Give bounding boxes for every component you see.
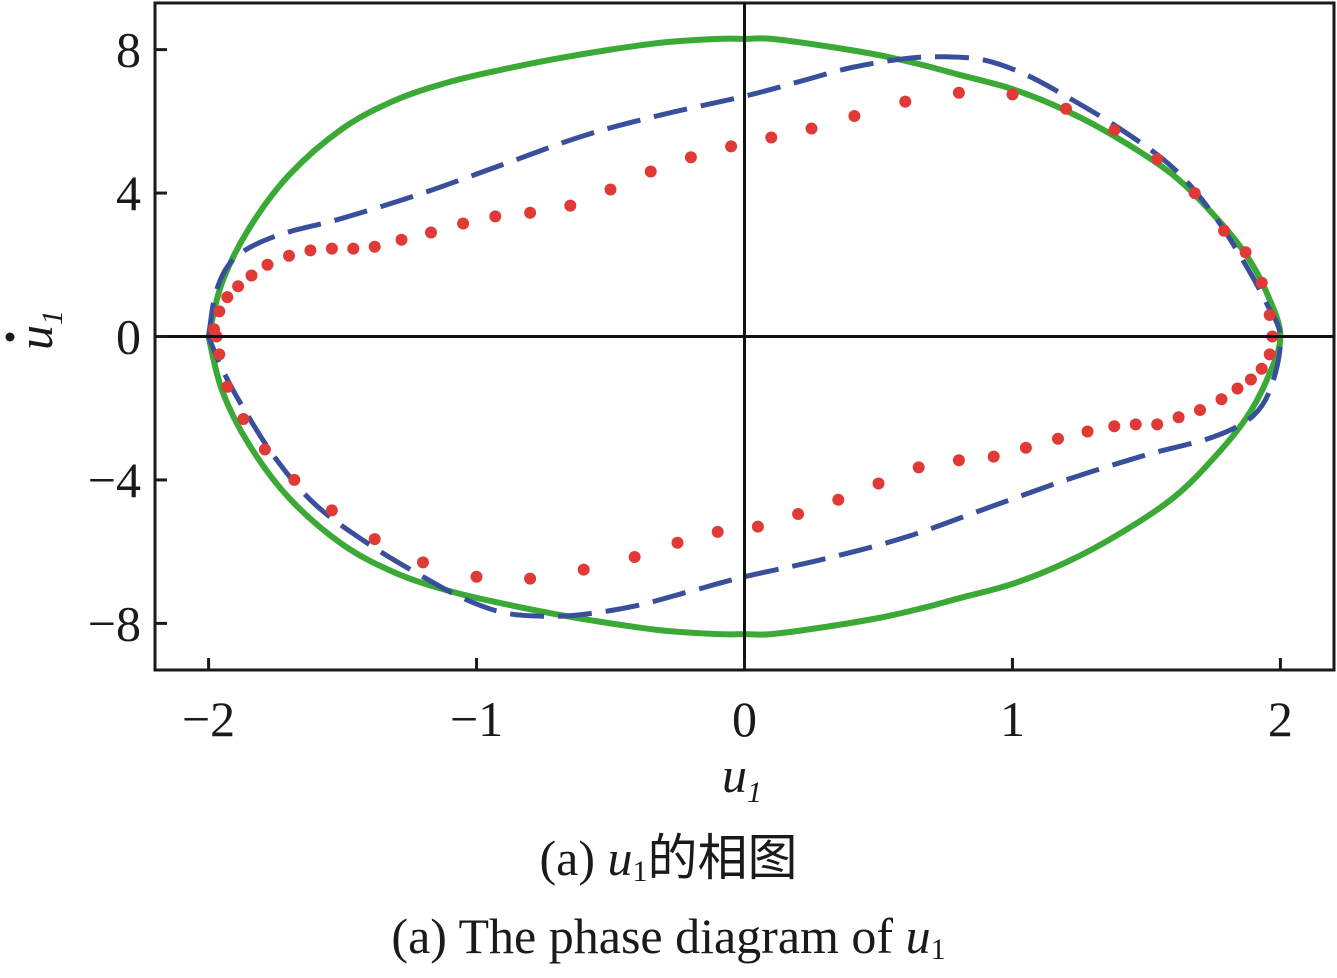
dotted-series-point [213,305,226,318]
dotted-series-point [395,233,408,246]
y-tick-label: −8 [88,595,141,651]
dotted-series-point [725,140,738,153]
x-tick-label: −1 [450,691,503,747]
x-tick-label: 0 [732,691,757,747]
dotted-series-point [628,551,641,563]
caption-english: (a) The phase diagram of u1 [0,908,1337,978]
caption-cn-sub: 1 [632,855,648,888]
dotted-series-point [1129,418,1142,431]
tick-layer: −2 −1 0 1 2 −8 −4 0 4 8 [88,22,1293,747]
dotted-series-point [1151,418,1164,431]
dotted-series-point [1255,362,1268,375]
dotted-series-point [1188,187,1201,200]
dotted-series-point [832,493,845,506]
caption-cn-prefix: (a) [539,830,608,886]
dashed-series-line [206,54,1283,619]
y-tick-label: 8 [116,22,141,78]
dotted-series-point [524,206,537,219]
dotted-series-point [899,95,912,108]
dotted-series-point [1194,404,1206,416]
y-axis-title-var: u [7,325,63,350]
dotted-series-point [470,570,483,583]
y-tick-label: 4 [116,165,141,221]
dotted-series-point [325,242,338,255]
x-axis-title-sub: 1 [747,776,762,809]
dotted-series-point [237,413,250,425]
dotted-series-point [711,525,724,538]
dotted-series-point [245,269,258,282]
series-layer [205,35,1284,638]
dotted-series-point [288,473,301,486]
caption-en-var: u [905,908,931,964]
caption-cn-var: u [607,830,633,886]
dotted-series-point [671,536,684,549]
dotted-series-point [1006,88,1019,101]
dotted-series-point [952,86,965,99]
caption-cn-suffix: 的相图 [647,830,798,886]
y-tick-label: −4 [88,452,141,508]
dotted-series-point [1172,411,1185,424]
caption-en-sub: 1 [930,933,946,966]
dotted-series-point [1218,224,1231,237]
dotted-series-point [805,122,818,135]
dotted-series-point [1263,309,1276,321]
x-tick-label: 2 [1268,691,1293,747]
dotted-series-point [1151,153,1164,165]
dotted-series-point [425,226,437,239]
dotted-series-point [283,249,295,262]
dotted-series-point [261,258,274,271]
x-axis-title-var: u [722,747,747,803]
dotted-series-point [872,477,885,490]
dotted-series-point [304,244,317,257]
dotted-series-point [751,520,764,533]
dotted-series-point [347,242,360,255]
dotted-series-point [1244,373,1257,386]
dotted-series-point [457,217,470,230]
dotted-series-point [987,450,1000,463]
dotted-series-point [221,291,234,304]
dotted-series-point [1215,393,1228,406]
dotted-series-point [564,199,577,212]
dotted-series-point [1231,382,1244,395]
dotted-series-point [684,151,697,164]
dotted-series-point [524,572,537,585]
dotted-series-point [765,131,778,144]
x-tick-label: 1 [1000,691,1025,747]
caption-chinese: (a) u1的相图 [0,830,1337,900]
dotted-series-point [368,240,381,253]
caption-en-prefix: (a) The phase diagram of [391,908,906,964]
x-axis-title: u1 [722,747,762,809]
dotted-series-point [952,454,965,467]
dotted-series-point [258,443,271,456]
dotted-series-point [912,461,925,474]
dotted-series-point [1052,432,1064,445]
dotted-series-point [1019,441,1032,454]
y-axis-title: u1 [5,310,69,350]
dotted-series-point [1060,102,1072,115]
dotted-series-point [604,183,617,196]
dotted-series-point [232,280,245,293]
svg-text:u1: u1 [7,310,69,350]
dotted-series-point [213,348,226,361]
y-axis-title-dot [5,332,15,342]
dotted-series-point [489,210,502,223]
dotted-series-point [221,380,234,393]
dotted-series-point [1081,425,1094,438]
dotted-series-point [1108,124,1121,137]
dotted-series-point [417,556,429,569]
dotted-series-point [1255,276,1268,289]
dotted-series-point [644,165,657,178]
dotted-series-point [848,110,861,122]
dotted-series-point [1108,420,1121,433]
dotted-series-point [368,533,381,546]
dotted-series-point [792,508,805,520]
dotted-series-point [325,504,338,517]
y-tick-label: 0 [116,309,141,365]
x-tick-label: −2 [182,691,235,747]
y-axis-title-sub: 1 [36,310,69,325]
dotted-series-point [1263,348,1276,361]
dotted-series-point [1239,246,1252,259]
dotted-series-point [577,563,590,576]
